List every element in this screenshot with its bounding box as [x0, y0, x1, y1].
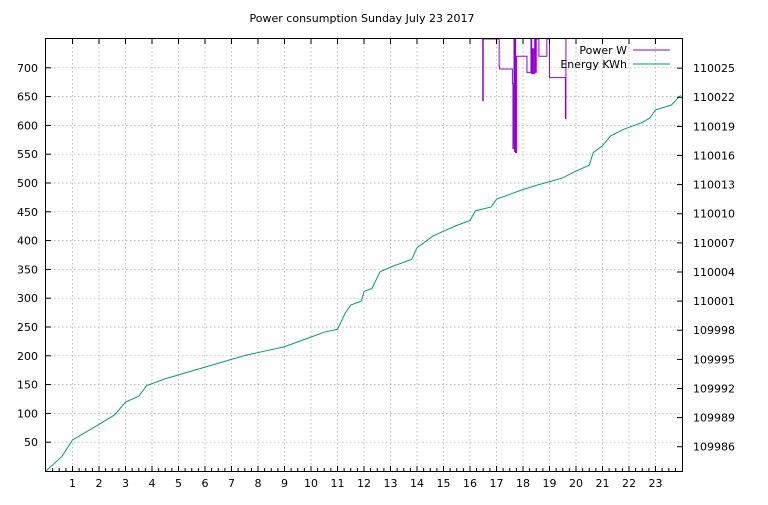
- y-tick-label: 250: [17, 321, 38, 334]
- x-tick-label: 9: [281, 477, 288, 490]
- y-tick-label: 100: [17, 407, 38, 420]
- x-tick-label: 5: [175, 477, 182, 490]
- grid: [46, 39, 682, 471]
- y-tick-label: 550: [17, 148, 38, 161]
- x-tick-label: 11: [331, 477, 345, 490]
- y-tick-label: 700: [17, 62, 38, 75]
- y-tick-label: 50: [24, 436, 38, 449]
- x-tick-label: 13: [384, 477, 398, 490]
- y2-tick-label: 110022: [693, 91, 735, 104]
- y2-tick-label: 110007: [693, 237, 735, 250]
- y-tick-label: 150: [17, 379, 38, 392]
- x-tick-label: 8: [255, 477, 262, 490]
- x-tick-label: 14: [410, 477, 424, 490]
- y-tick-label: 200: [17, 350, 38, 363]
- x-tick-label: 7: [228, 477, 235, 490]
- x-tick-label: 3: [122, 477, 129, 490]
- x-tick-label: 1: [69, 477, 76, 490]
- series-line-power: [481, 38, 567, 153]
- x-tick-label: 22: [622, 477, 636, 490]
- x-tick-label: 19: [543, 477, 557, 490]
- legend: Power W Energy KWh: [560, 44, 670, 71]
- y2-tick-label: 109995: [693, 353, 735, 366]
- plot-frame: [45, 38, 683, 472]
- x-tick-label: 15: [437, 477, 451, 490]
- plot-series: [45, 38, 682, 472]
- x-tick-label: 23: [649, 477, 663, 490]
- y2-tick-label: 109992: [693, 382, 735, 395]
- y-tick-label: 300: [17, 292, 38, 305]
- y2-tick-label: 110010: [693, 208, 735, 221]
- x-tick-label: 17: [490, 477, 504, 490]
- y-tick-label: 600: [17, 119, 38, 132]
- x-tick-label: 12: [357, 477, 371, 490]
- x-tick-label: 6: [202, 477, 209, 490]
- y2-tick-label: 110025: [693, 62, 735, 75]
- x-tick-label: 10: [304, 477, 318, 490]
- x-tick-label: 21: [596, 477, 610, 490]
- y-tick-label: 650: [17, 91, 38, 104]
- x-tick-label: 2: [96, 477, 103, 490]
- y2-tick-label: 109989: [693, 412, 735, 425]
- y2-tick-label: 109986: [693, 441, 735, 454]
- x-tick-label: 4: [149, 477, 156, 490]
- x-tick-label: 16: [463, 477, 477, 490]
- x-tick-label: 20: [569, 477, 583, 490]
- y-tick-label: 450: [17, 206, 38, 219]
- y2-tick-label: 110004: [693, 266, 735, 279]
- series-line-energy: [45, 94, 682, 472]
- y2-tick-label: 110016: [693, 149, 735, 162]
- y-tick-label: 400: [17, 235, 38, 248]
- y-tick-label: 350: [17, 263, 38, 276]
- legend-label-power: Power W: [579, 44, 627, 57]
- axes: 1 2 3 4 5 6 7 8 9 10 11 12 13 14 15 16 17 18 19 20 21 22 23501…: [17, 39, 735, 490]
- y2-tick-label: 110001: [693, 295, 735, 308]
- y2-tick-label: 109998: [693, 324, 735, 337]
- chart-title: Power consumption Sunday July 23 2017: [250, 12, 475, 25]
- x-tick-label: 18: [516, 477, 530, 490]
- y-tick-label: 500: [17, 177, 38, 190]
- y2-tick-label: 110013: [693, 179, 735, 192]
- y2-tick-label: 110019: [693, 120, 735, 133]
- legend-label-energy: Energy KWh: [560, 58, 627, 71]
